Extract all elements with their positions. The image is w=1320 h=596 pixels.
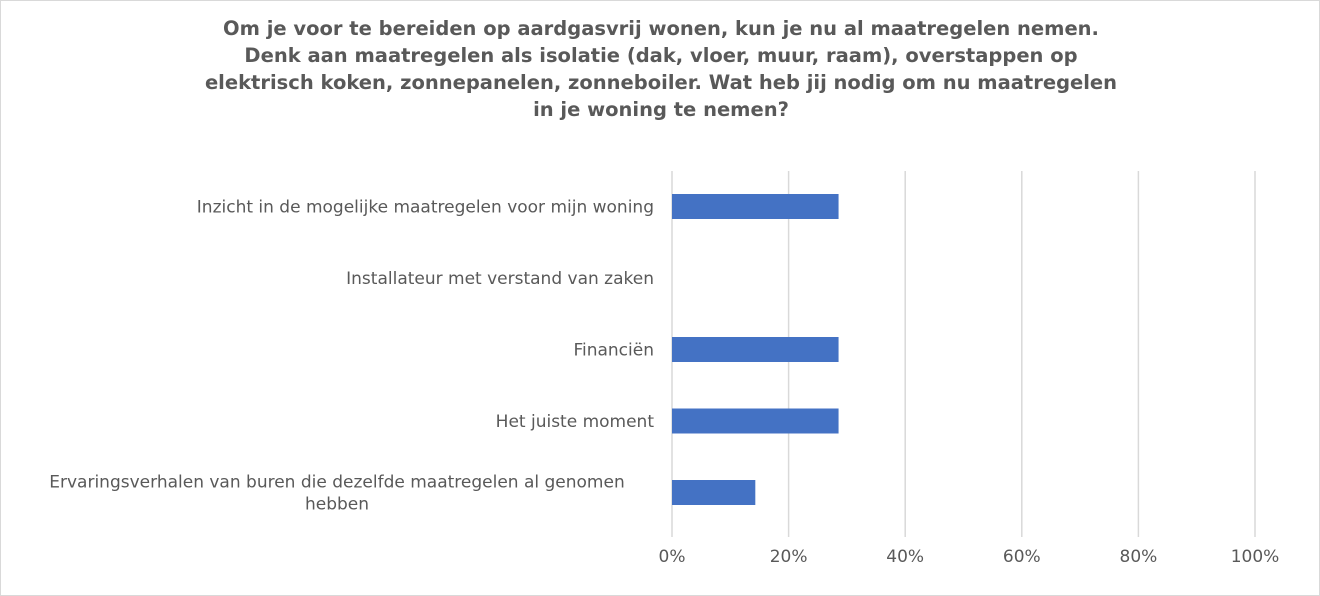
x-tick-label: 80% [1120, 547, 1158, 567]
x-tick-label: 20% [770, 547, 808, 567]
bar [672, 480, 756, 505]
x-tick-label: 40% [886, 547, 924, 567]
category-label: Ervaringsverhalen van buren die dezelfde… [49, 473, 624, 515]
x-tick-labels: 0% 20% 40% 60% 80% 100% [659, 547, 1280, 567]
x-tick-label: 100% [1231, 547, 1280, 567]
category-label: Financiën [573, 341, 654, 361]
bar [672, 408, 839, 434]
category-labels: Inzicht in de mogelijke maatregelen voor… [49, 198, 654, 515]
category-label: Inzicht in de mogelijke maatregelen voor… [197, 198, 654, 218]
chart-title: Om je voor te bereiden op aardgasvrij wo… [204, 17, 1118, 121]
category-label: Het juiste moment [496, 412, 655, 432]
category-label: Installateur met verstand van zaken [346, 269, 654, 289]
bar [672, 194, 839, 219]
bars [672, 194, 839, 505]
x-tick-label: 0% [659, 547, 686, 567]
bar [672, 337, 839, 362]
x-tick-label: 60% [1003, 547, 1041, 567]
